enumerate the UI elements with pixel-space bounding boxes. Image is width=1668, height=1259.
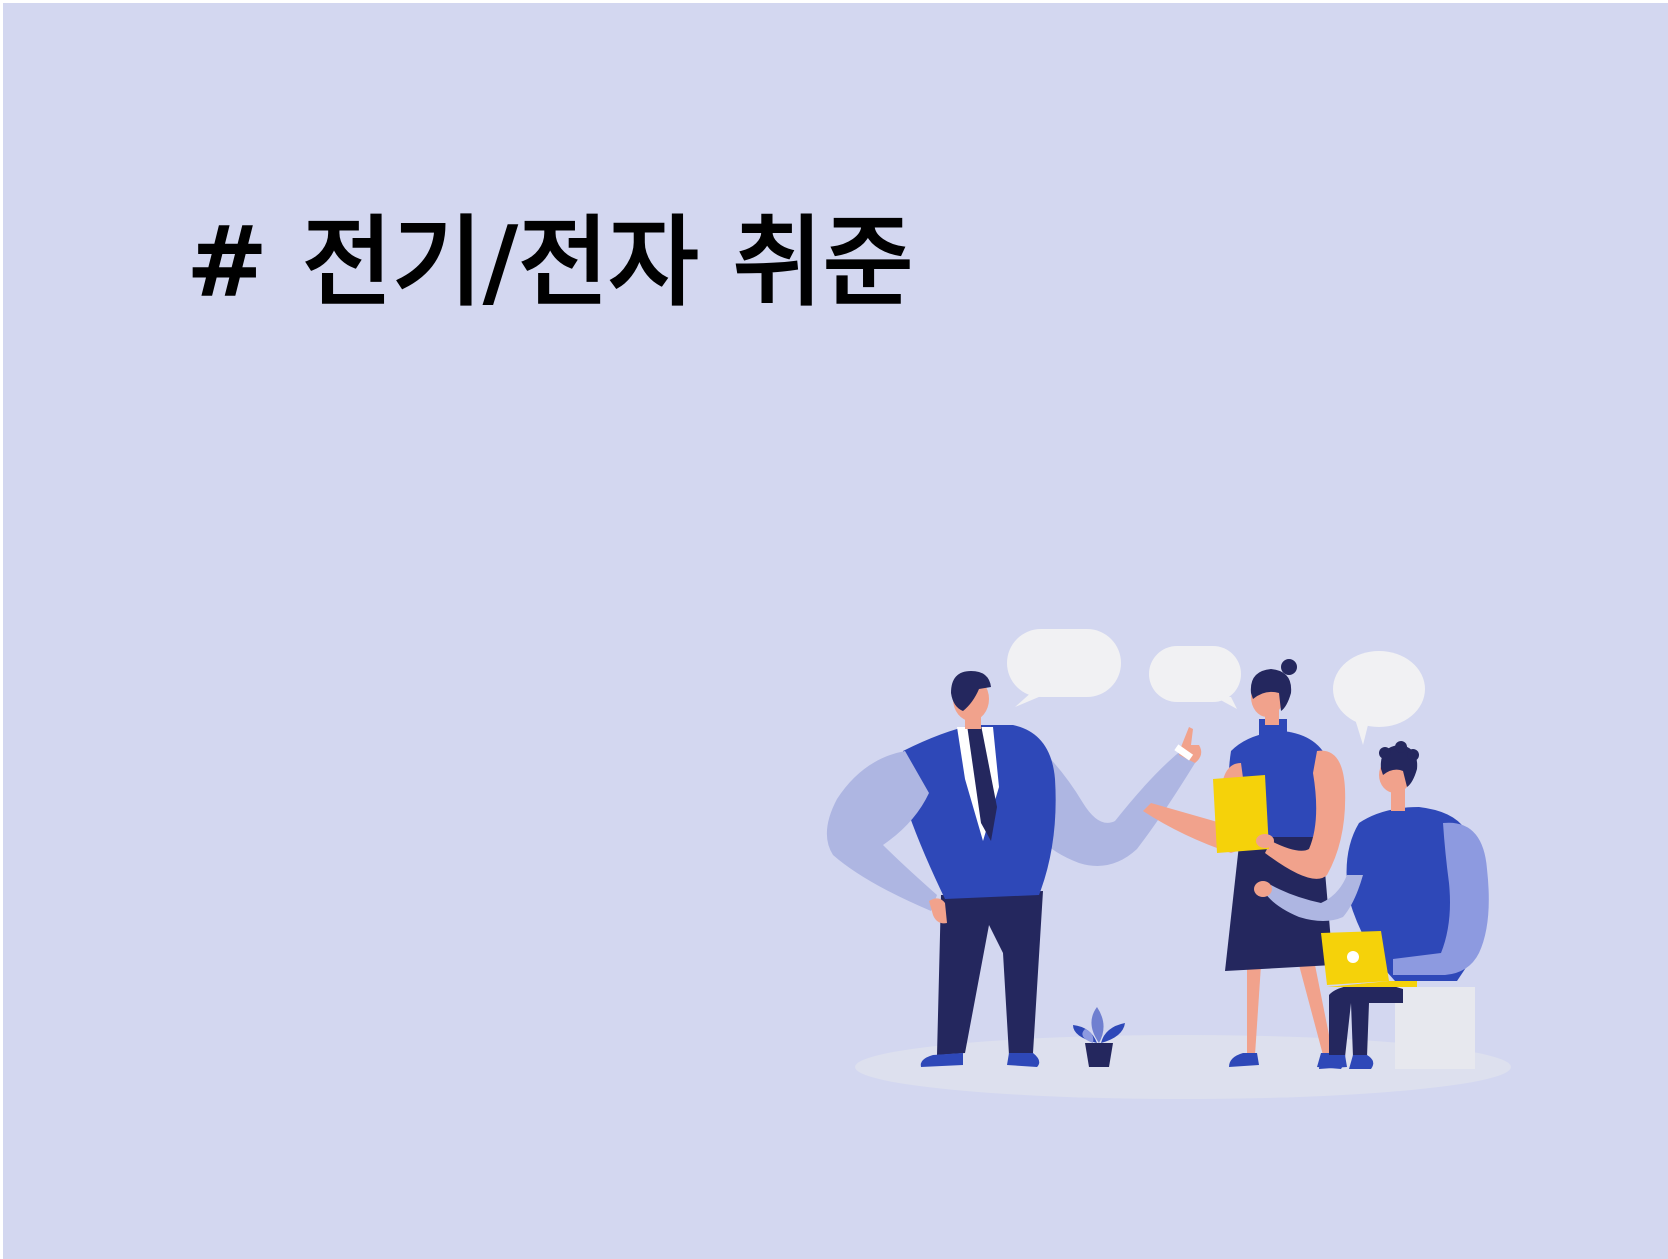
potted-plant xyxy=(1073,1007,1125,1067)
woman xyxy=(1143,659,1346,1069)
speech-bubble-left xyxy=(1007,629,1121,707)
speech-bubble-right xyxy=(1333,651,1425,745)
team-discussion-illustration xyxy=(826,629,1511,1099)
slide-title: # 전기/전자 취준 xyxy=(186,206,914,320)
man-in-suit xyxy=(826,671,1202,1067)
speech-bubble-middle xyxy=(1149,646,1241,709)
slide: # 전기/전자 취준 xyxy=(3,3,1668,1259)
seated-man xyxy=(1254,741,1489,1069)
